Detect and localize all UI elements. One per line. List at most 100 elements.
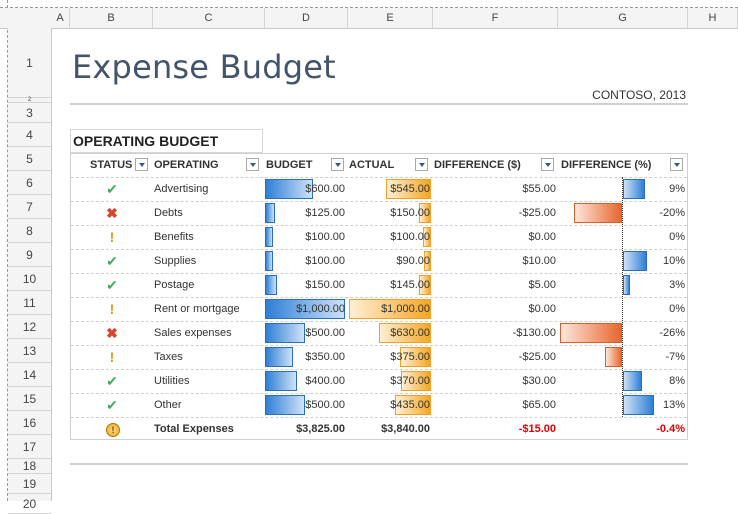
total-budget[interactable]: $3,825.00	[296, 423, 345, 435]
actual-value[interactable]: $370.00	[390, 375, 430, 387]
budget-value[interactable]: $350.00	[305, 351, 345, 363]
operating-item-name[interactable]: Rent or mortgage	[154, 303, 240, 315]
budget-value[interactable]: $1,000.00	[296, 303, 345, 315]
row-header-18[interactable]: 18	[8, 459, 51, 474]
filter-diff-usd-dropdown[interactable]	[541, 158, 554, 171]
difference-percent-bar	[623, 395, 654, 415]
budget-value[interactable]: $500.00	[305, 399, 345, 411]
column-header-h[interactable]: H	[688, 8, 738, 28]
actual-value[interactable]: $630.00	[390, 327, 430, 339]
column-header-b[interactable]: B	[70, 8, 153, 28]
difference-percent-value[interactable]: 10%	[662, 255, 685, 267]
difference-usd-value[interactable]: $0.00	[528, 303, 556, 315]
difference-usd-value[interactable]: $55.00	[522, 183, 556, 195]
difference-percent-value[interactable]: -7%	[665, 351, 685, 363]
total-difference-usd[interactable]: -$15.00	[518, 423, 556, 435]
actual-value[interactable]: $100.00	[390, 231, 430, 243]
column-header-a[interactable]: A	[51, 8, 70, 28]
budget-value[interactable]: $150.00	[305, 279, 345, 291]
total-label[interactable]: Total Expenses	[154, 423, 234, 435]
budget-value[interactable]: $500.00	[305, 327, 345, 339]
actual-value[interactable]: $1,000.00	[381, 303, 430, 315]
row-header-5[interactable]: 5	[8, 147, 51, 171]
row-header-17[interactable]: 17	[8, 435, 51, 459]
column-header-d[interactable]: D	[265, 8, 348, 28]
row-header-13[interactable]: 13	[8, 339, 51, 363]
row-header-9[interactable]: 9	[8, 243, 51, 267]
difference-percent-bar-negative	[560, 323, 622, 343]
operating-item-name[interactable]: Postage	[154, 279, 195, 291]
actual-value[interactable]: $435.00	[390, 399, 430, 411]
difference-usd-value[interactable]: $65.00	[522, 399, 556, 411]
operating-item-name[interactable]: Advertising	[154, 183, 209, 195]
difference-usd-value[interactable]: -$130.00	[512, 327, 556, 339]
difference-usd-value[interactable]: -$25.00	[518, 351, 556, 363]
header-operating: OPERATING	[154, 159, 219, 171]
difference-percent-value[interactable]: 0%	[669, 231, 685, 243]
column-header-g[interactable]: G	[558, 8, 688, 28]
operating-item-name[interactable]: Debts	[154, 207, 183, 219]
filter-budget-dropdown[interactable]	[331, 158, 344, 171]
operating-item-name[interactable]: Other	[154, 399, 182, 411]
row-header-15[interactable]: 15	[8, 387, 51, 411]
row-header-1[interactable]: 1	[8, 28, 51, 98]
difference-percent-value[interactable]: -26%	[659, 327, 685, 339]
row-header-19[interactable]: 19	[8, 474, 51, 494]
difference-percent-value[interactable]: 13%	[662, 399, 685, 411]
row-divider	[71, 321, 687, 322]
operating-item-name[interactable]: Taxes	[154, 351, 183, 363]
row-header-11[interactable]: 11	[8, 291, 51, 315]
budget-value[interactable]: $600.00	[305, 183, 345, 195]
actual-bar	[419, 275, 431, 295]
filter-diff-pct-dropdown[interactable]	[670, 158, 683, 171]
actual-value[interactable]: $150.00	[390, 207, 430, 219]
difference-usd-value[interactable]: $10.00	[522, 255, 556, 267]
difference-percent-value[interactable]: 3%	[669, 279, 685, 291]
budget-value[interactable]: $100.00	[305, 231, 345, 243]
actual-bar	[349, 299, 431, 319]
operating-item-name[interactable]: Sales expenses	[154, 327, 232, 339]
budget-value[interactable]: $125.00	[305, 207, 345, 219]
difference-percent-value[interactable]: 0%	[669, 303, 685, 315]
row-header-6[interactable]: 6	[8, 171, 51, 195]
row-header-4[interactable]: 4	[8, 123, 51, 147]
filter-operating-dropdown[interactable]	[246, 158, 259, 171]
row-divider	[71, 249, 687, 250]
row-header-8[interactable]: 8	[8, 219, 51, 243]
operating-item-name[interactable]: Benefits	[154, 231, 194, 243]
filter-status-dropdown[interactable]	[135, 158, 148, 171]
filter-actual-dropdown[interactable]	[415, 158, 428, 171]
column-header-e[interactable]: E	[348, 8, 433, 28]
operating-item-name[interactable]: Supplies	[154, 255, 197, 267]
difference-usd-value[interactable]: $0.00	[528, 231, 556, 243]
difference-usd-value[interactable]: $5.00	[528, 279, 556, 291]
column-header-f[interactable]: F	[433, 8, 558, 28]
actual-value[interactable]: $545.00	[390, 183, 430, 195]
title-divider	[70, 103, 688, 105]
total-actual[interactable]: $3,840.00	[381, 423, 430, 435]
operating-item-name[interactable]: Utilities	[154, 375, 190, 387]
row-header-20[interactable]: 20	[8, 494, 51, 514]
row-headers: 1 2 3 4 5 6 7 8 9 10 11 12 13 14 15 16 17 18 19 20	[8, 28, 52, 514]
difference-percent-value[interactable]: 8%	[669, 375, 685, 387]
budget-bar	[265, 347, 293, 367]
row-header-14[interactable]: 14	[8, 363, 51, 387]
row-header-16[interactable]: 16	[8, 411, 51, 435]
row-header-3[interactable]: 3	[8, 103, 51, 123]
difference-usd-value[interactable]: $30.00	[522, 375, 556, 387]
total-difference-percent[interactable]: -0.4%	[656, 423, 685, 435]
actual-value[interactable]: $90.00	[396, 255, 430, 267]
row-header-7[interactable]: 7	[8, 195, 51, 219]
difference-percent-value[interactable]: 9%	[669, 183, 685, 195]
row-header-10[interactable]: 10	[8, 267, 51, 291]
column-header-c[interactable]: C	[153, 8, 265, 28]
budget-value[interactable]: $400.00	[305, 375, 345, 387]
difference-percent-bar-negative	[574, 203, 622, 223]
budget-value[interactable]: $100.00	[305, 255, 345, 267]
row-header-2[interactable]: 2	[8, 97, 51, 103]
difference-percent-value[interactable]: -20%	[659, 207, 685, 219]
actual-value[interactable]: $375.00	[390, 351, 430, 363]
actual-value[interactable]: $145.00	[390, 279, 430, 291]
row-header-12[interactable]: 12	[8, 315, 51, 339]
difference-usd-value[interactable]: -$25.00	[518, 207, 556, 219]
